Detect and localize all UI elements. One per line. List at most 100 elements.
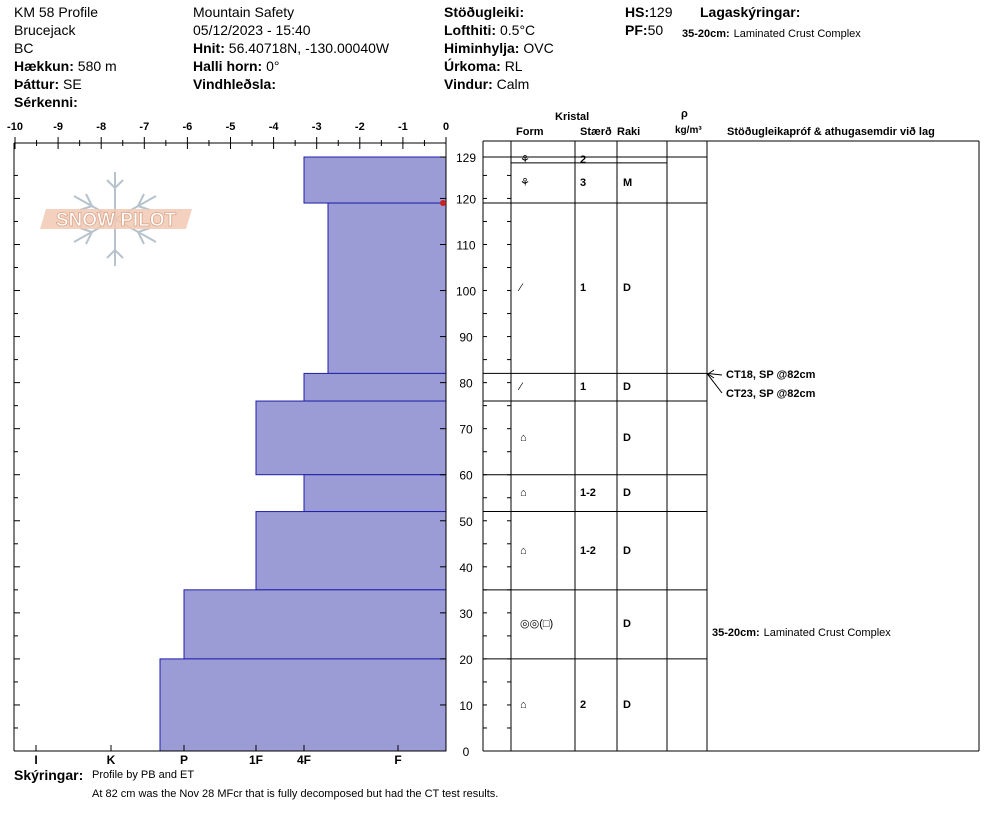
crystal-size-0b: 3 <box>580 176 587 189</box>
col-density-symbol: ρ <box>681 108 688 120</box>
datetime: 05/12/2023 - 15:40 <box>193 22 311 38</box>
elevation-value: 580 m <box>77 58 117 74</box>
crystal-size-5: 1-2 <box>580 544 596 557</box>
coords-value: 56.40718N, -130.00040W <box>228 40 390 56</box>
wind-value: Calm <box>496 76 530 92</box>
test-result-1: CT18, SP @82cm <box>726 369 816 381</box>
temperature-point <box>440 200 446 207</box>
sky-value: OVC <box>523 40 554 56</box>
hardness-bar-0 <box>303 156 447 204</box>
slope-value: 0° <box>266 58 280 74</box>
location: Brucejack <box>14 22 76 38</box>
crystal-size-4: 1-2 <box>580 487 596 500</box>
temp-tick-label: -3 <box>312 121 322 133</box>
hardness-bar-5 <box>255 511 447 591</box>
notes-label: Skýringar: <box>14 767 84 783</box>
aspect-value: SE <box>63 76 82 92</box>
pf-value: 50 <box>647 22 664 38</box>
layer-comment-text: Laminated Crust Complex <box>763 627 891 639</box>
stability-label: Stöðugleiki: <box>444 4 525 20</box>
height-tick-label: 70 <box>459 423 473 437</box>
note-1: Profile by PB and ET <box>92 769 195 781</box>
layer-note-range: 35-20cm: <box>682 28 730 40</box>
temp-tick-label: -10 <box>7 121 23 133</box>
col-size: Stærð <box>580 126 612 138</box>
hs-label: HS: <box>625 4 650 20</box>
hardness-tick-label: F <box>394 753 401 767</box>
height-tick-label: 40 <box>459 561 473 575</box>
temp-tick-label: -9 <box>53 121 63 133</box>
moisture-2: D <box>623 381 631 394</box>
hardness-bar-6 <box>183 589 447 660</box>
moisture-0b: M <box>623 176 633 189</box>
hs: HS:129 <box>625 4 672 20</box>
coords-label: Hnit: <box>193 40 225 56</box>
hardness-bar-7 <box>159 658 447 752</box>
hardness-tick-label: 1F <box>249 753 263 767</box>
height-tick-label: 90 <box>459 331 473 345</box>
height-tick-label: 80 <box>459 377 473 391</box>
moisture-4: D <box>623 487 631 500</box>
test-result-2: CT23, SP @82cm <box>726 388 816 400</box>
elevation-label: Hækkun: <box>14 58 74 74</box>
snowpilot-logo: SNOW PILOT <box>40 172 192 266</box>
layer-comment: 35-20cm: Laminated Crust Complex <box>712 623 891 640</box>
slope-label: Halli horn: <box>193 58 263 74</box>
temp-tick-label: -6 <box>183 121 193 133</box>
precip: Úrkoma: RL <box>444 58 523 74</box>
sky: Himinhylja: OVC <box>444 40 554 56</box>
moisture-6: D <box>623 618 631 631</box>
test-connector-1 <box>706 372 723 376</box>
layers-label: Lagaskýringar: <box>700 4 801 20</box>
moisture-5: D <box>623 544 631 557</box>
depth-hoar-icon: ⌂ <box>520 698 527 711</box>
wind-loading-label: Vindhleðsla: <box>193 76 276 92</box>
logo-text: SNOW PILOT <box>56 210 177 231</box>
hs-value: 129 <box>649 4 673 20</box>
precip-label: Úrkoma: <box>444 58 501 74</box>
slope: Halli horn: 0° <box>193 58 280 74</box>
height-tick-label: 20 <box>459 653 473 667</box>
region: BC <box>14 40 34 56</box>
hardness-bar-2 <box>303 372 447 402</box>
height-tick-label: 129 <box>456 151 476 165</box>
col-density-unit: kg/m³ <box>675 125 702 136</box>
graupel-icon: ⚘ <box>520 153 530 166</box>
melt-freeze-icon: ◎◎(□) <box>520 618 554 631</box>
temp-tick-label: -2 <box>355 121 365 133</box>
col-tests: Stöðugleikapróf & athugasemdir við lag <box>727 126 935 138</box>
hardness-tick-label: I <box>34 753 37 767</box>
height-tick-label: 110 <box>456 238 475 252</box>
features-label: Sérkenni: <box>14 94 78 110</box>
height-tick-label: 0 <box>463 745 470 759</box>
hardness-bar-1 <box>327 202 447 374</box>
moisture-1: D <box>623 282 631 295</box>
air-temp: Lofthiti: 0.5°C <box>444 22 535 38</box>
crystal-header: Kristal <box>555 111 590 123</box>
pf: PF:50 <box>625 22 663 38</box>
coordinates: Hnit: 56.40718N, -130.00040W <box>193 40 389 56</box>
height-tick-label: 10 <box>459 699 473 713</box>
wind-label: Vindur: <box>444 76 493 92</box>
temp-tick-label: 0 <box>443 121 449 133</box>
height-tick-label: 50 <box>459 515 473 529</box>
air-temp-value: 0.5°C <box>499 22 536 38</box>
temp-tick-label: -8 <box>96 121 106 133</box>
precip-value: RL <box>504 58 523 74</box>
height-tick-label: 60 <box>459 469 473 483</box>
hardness-bar-4 <box>303 474 447 513</box>
profile-name: KM 58 Profile <box>14 4 99 20</box>
note-2: At 82 cm was the Nov 28 MFcr that is ful… <box>92 788 499 800</box>
temp-tick-label: -7 <box>139 121 149 133</box>
graupel-icon: ⚘ <box>520 176 530 189</box>
height-tick-label: 120 <box>456 192 476 206</box>
test-arrow <box>707 369 715 379</box>
organization: Mountain Safety <box>193 4 295 20</box>
wind: Vindur: Calm <box>444 76 529 92</box>
elevation: Hækkun: 580 m <box>14 58 117 74</box>
hardness-bar-3 <box>255 400 447 476</box>
sky-label: Himinhylja: <box>444 40 520 56</box>
moisture-7: D <box>623 698 631 711</box>
hardness-tick-label: 4F <box>297 753 311 767</box>
